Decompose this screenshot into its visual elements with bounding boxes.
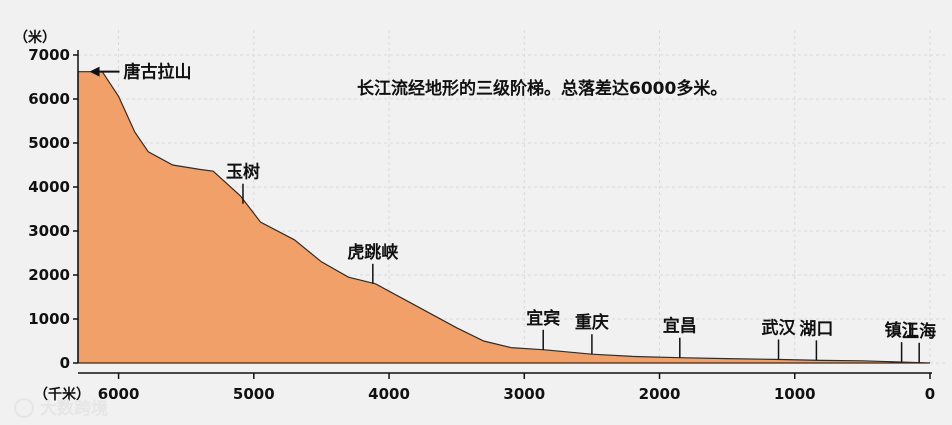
annotation-label: 唐古拉山: [124, 62, 192, 83]
y-tick-label: 6000: [28, 90, 70, 108]
y-axis: 0 1000 2000 3000 4000 5000 6000 7000: [28, 46, 79, 372]
watermark-logo-icon: [14, 398, 34, 418]
watermark-text: 大数跨境: [40, 398, 108, 419]
x-tick-label: 0: [925, 385, 935, 403]
annotation-label: 虎跳峡: [347, 242, 399, 263]
x-tick-label: 2000: [639, 385, 681, 403]
y-tick-label: 7000: [28, 46, 70, 64]
annotation-label: 湖口: [799, 319, 833, 339]
elevation-area: [77, 71, 931, 364]
x-axis-unit: （千米）: [34, 386, 90, 403]
x-tick-label: 3000: [503, 385, 545, 403]
annotation-label: 武汉: [762, 317, 797, 338]
y-tick-label: 4000: [28, 178, 70, 196]
x-tick-label: 6000: [98, 385, 140, 403]
annotation-label: 重庆: [575, 312, 609, 333]
y-axis-unit: （米）: [14, 29, 56, 46]
y-tick-label: 0: [60, 354, 70, 372]
y-tick-label: 2000: [28, 266, 70, 284]
y-tick-label: 1000: [28, 310, 70, 328]
x-axis: 6000 5000 4000 3000 2000 1000 0: [78, 372, 935, 403]
annotation-label: 玉树: [226, 163, 260, 183]
annotation-arrow-head: [89, 66, 100, 77]
annotation-label: 上海: [902, 321, 936, 342]
annotation-label: 宜昌: [663, 316, 697, 337]
annotation-label: 镇江: [885, 320, 919, 341]
x-tick-label: 5000: [233, 385, 275, 403]
x-tick-label: 4000: [368, 385, 410, 403]
watermark: 大数跨境: [14, 398, 108, 419]
chart-title: 长江流经地形的三级阶梯。总落差达6000多米。: [357, 78, 727, 99]
y-tick-label: 5000: [28, 134, 70, 152]
x-tick-label: 1000: [774, 385, 816, 403]
y-tick-label: 3000: [28, 222, 70, 240]
annotation-label: 宜宾: [526, 308, 560, 329]
